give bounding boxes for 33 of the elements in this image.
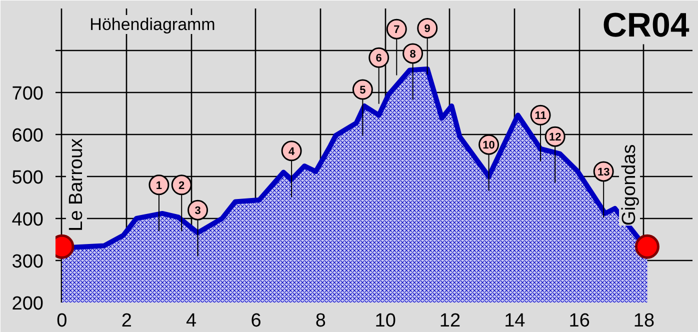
- annotation: 9: [424, 23, 430, 36]
- annotation: 2: [178, 180, 185, 192]
- y-tick-label: 200: [12, 294, 44, 314]
- annotation: 1: [156, 180, 162, 192]
- x-tick-label: 2: [121, 310, 132, 332]
- x-tick-label: 6: [250, 310, 262, 332]
- annotation: 4: [288, 146, 296, 158]
- annotation: 6: [376, 52, 382, 65]
- x-tick-label: 14: [504, 310, 526, 332]
- x-tick-label: 10: [374, 310, 396, 332]
- x-tick-label: 16: [568, 310, 590, 332]
- x-tick-label: 18: [633, 310, 655, 332]
- x-tick-label: 8: [315, 310, 326, 332]
- x-tick-label: 0: [56, 310, 68, 332]
- annotation: 7: [394, 24, 400, 36]
- y-tick-label: 400: [12, 210, 44, 230]
- chart-subtitle: Höhendiagramm: [90, 14, 216, 34]
- annotation: 8: [410, 48, 416, 60]
- annotation: 10: [482, 140, 495, 152]
- annotation: Gigondas: [618, 144, 640, 226]
- chart-title: CR04: [602, 6, 690, 44]
- y-tick-label: 700: [12, 84, 44, 104]
- y-tick-label: 600: [12, 126, 44, 146]
- annotation: Le Barroux: [66, 138, 87, 232]
- annotation: 13: [597, 166, 610, 178]
- annotation: 5: [360, 84, 366, 97]
- y-tick-label: 300: [12, 252, 44, 272]
- x-tick-label: 12: [439, 310, 461, 332]
- annotation: 11: [534, 110, 546, 122]
- x-tick-label: 4: [186, 310, 198, 332]
- annotation: 3: [194, 205, 201, 218]
- y-tick-label: 500: [12, 168, 44, 188]
- annotation: 12: [548, 132, 562, 144]
